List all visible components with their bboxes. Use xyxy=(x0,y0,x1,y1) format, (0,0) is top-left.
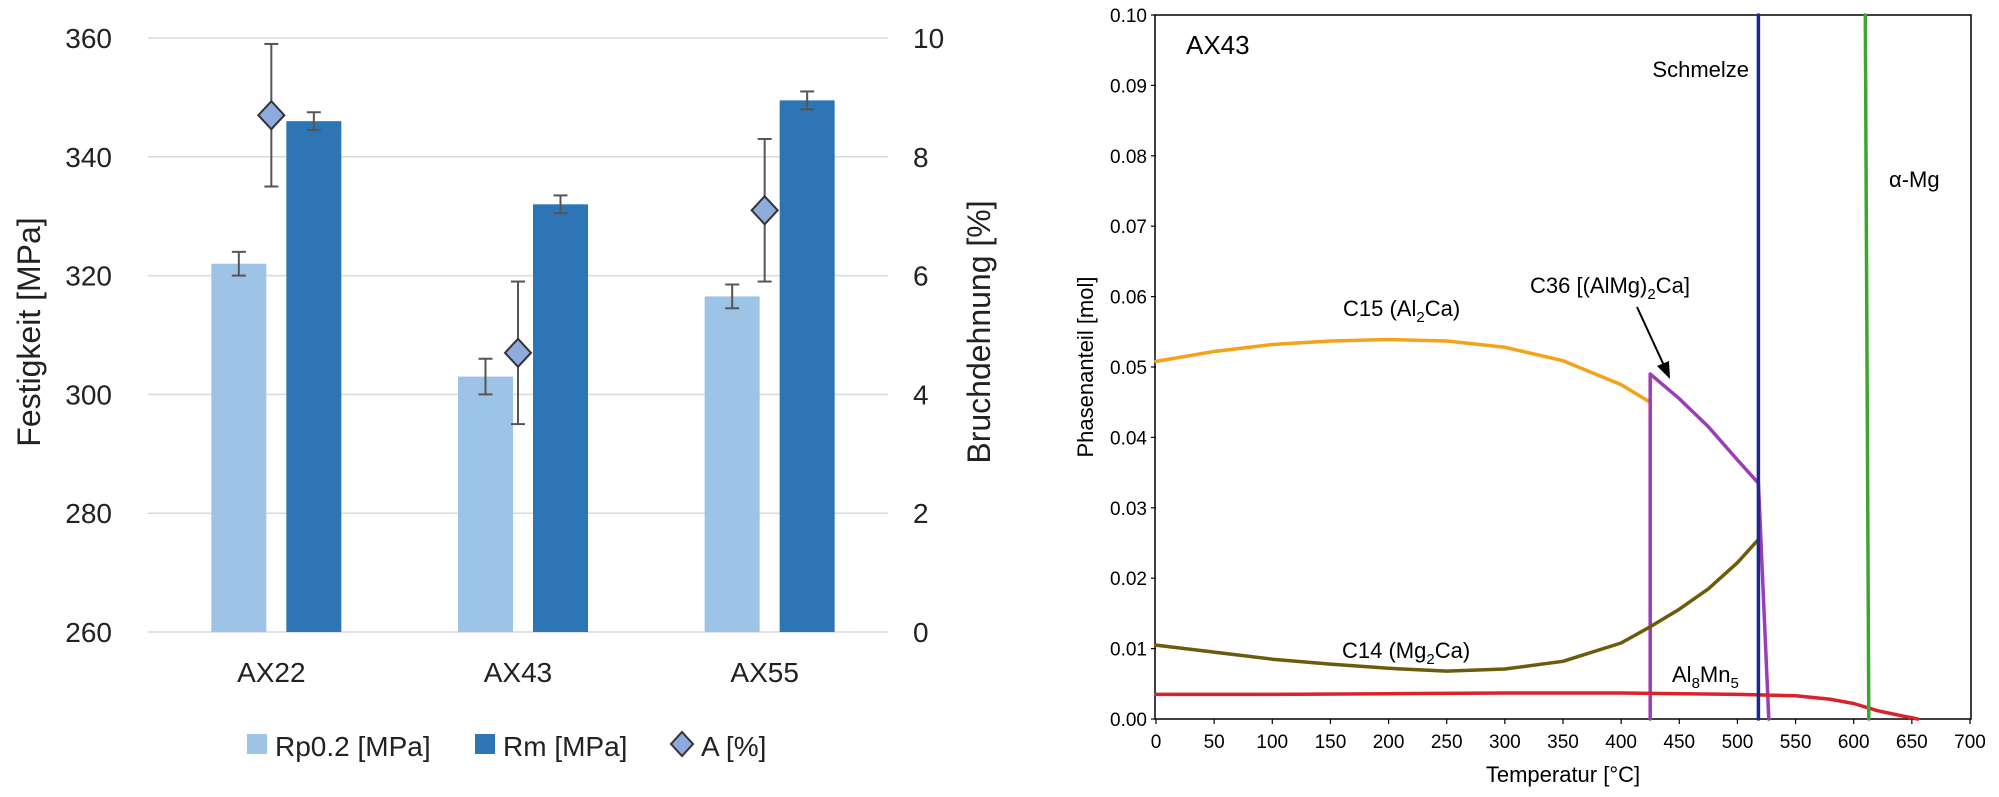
left-y-tick-label: 280 xyxy=(65,498,112,529)
label-alpha-mg: α-Mg xyxy=(1889,167,1940,192)
right-phase-curves xyxy=(1154,13,1920,721)
right-y-tick-label: 0.08 xyxy=(1110,147,1147,168)
right-y-tick-label: 0.05 xyxy=(1110,358,1147,379)
right-x-tick-label: 50 xyxy=(1204,732,1225,753)
right-y-tick-label: 0.03 xyxy=(1110,499,1147,520)
right-x-tick-label: 100 xyxy=(1256,732,1288,753)
left-y-tick-labels: 260 280 300 320 340 360 xyxy=(65,23,112,648)
right-x-tick-label: 700 xyxy=(1954,732,1986,753)
right-x-axis-title: Temperatur [°C] xyxy=(1486,762,1640,787)
left-y-tick-label: 260 xyxy=(65,617,112,648)
left-markers xyxy=(256,99,780,369)
label-c14-main: C14 (Mg xyxy=(1342,638,1426,663)
right-x-tick-labels: 0 50 100 150 200 250 300 350 400 450 500 550 600 650 7… xyxy=(1151,732,1986,753)
left-bar-rm xyxy=(779,100,835,633)
label-c14-sub: 2 xyxy=(1426,651,1434,668)
label-c15-main: C15 (Al xyxy=(1343,296,1416,321)
label-al8mn5-s1: 8 xyxy=(1692,675,1700,692)
right-x-tick-label: 200 xyxy=(1373,732,1405,753)
label-c36: C36 [(AlMg)2Ca] xyxy=(1530,273,1690,303)
legend-swatch-rp02 xyxy=(247,734,267,754)
left-y2-axis-title: Bruchdehnung [%] xyxy=(961,200,997,463)
right-y-tick-label: 0.00 xyxy=(1110,710,1147,731)
left-bar-rp02 xyxy=(704,296,760,632)
left-y2-tick-label: 2 xyxy=(913,498,929,529)
left-bar-rp02 xyxy=(458,376,513,632)
right-x-tick-label: 300 xyxy=(1489,732,1521,753)
left-bar-rm xyxy=(533,204,588,632)
legend-label-rp02: Rp0.2 [MPa] xyxy=(275,731,431,762)
right-y-axis-title: Phasenanteil [mol] xyxy=(1073,277,1098,458)
label-c14-end: Ca) xyxy=(1435,638,1470,663)
label-c36-sub: 2 xyxy=(1647,286,1655,303)
left-y-tick-label: 320 xyxy=(65,261,112,292)
right-x-tick-label: 450 xyxy=(1663,732,1695,753)
left-category-label: AX55 xyxy=(730,657,799,688)
right-y-tick-label: 0.09 xyxy=(1110,76,1147,97)
label-schmelze: Schmelze xyxy=(1652,57,1749,82)
curve-alpha-mg xyxy=(1863,13,1871,721)
left-y-axis-title: Festigkeit [MPa] xyxy=(11,217,47,446)
right-y-tick-label: 0.04 xyxy=(1110,428,1147,449)
right-y-tick-label: 0.02 xyxy=(1110,569,1147,590)
right-x-tick-label: 350 xyxy=(1547,732,1579,753)
label-al8mn5-a: Al xyxy=(1672,662,1692,687)
label-al8mn5-s2: 5 xyxy=(1730,675,1738,692)
label-c15-sub: 2 xyxy=(1416,309,1424,326)
label-c14: C14 (Mg2Ca) xyxy=(1342,638,1470,668)
right-x-tick-label: 250 xyxy=(1431,732,1463,753)
left-bar-rm xyxy=(286,121,342,632)
left-y2-tick-label: 8 xyxy=(913,142,929,173)
right-y-tick-label: 0.06 xyxy=(1110,288,1147,309)
right-x-tick-label: 400 xyxy=(1605,732,1637,753)
left-legend: Rp0.2 [MPa] Rm [MPa] A [%] xyxy=(247,730,766,762)
label-c36-main: C36 [(AlMg) xyxy=(1530,273,1647,298)
curve-al8mn5 xyxy=(1154,691,1920,721)
legend-label-rm: Rm [MPa] xyxy=(503,731,627,762)
left-category-label: AX22 xyxy=(237,657,306,688)
curve-c14 xyxy=(1154,537,1761,673)
left-category-label: AX43 xyxy=(484,657,553,688)
phase-fraction-chart: 0 50 100 150 200 250 300 350 400 450 500 550 600 650 7… xyxy=(1073,6,1986,787)
right-y-tick-label: 0.07 xyxy=(1110,217,1147,238)
label-c15: C15 (Al2Ca) xyxy=(1343,296,1460,326)
left-y2-tick-labels: 0 2 4 6 8 10 xyxy=(913,23,944,648)
legend-swatch-rm xyxy=(475,734,495,754)
right-x-tick-label: 600 xyxy=(1838,732,1870,753)
right-tick-marks xyxy=(1151,14,1971,724)
right-x-tick-label: 0 xyxy=(1151,732,1162,753)
legend-label-a: A [%] xyxy=(701,731,766,762)
left-bar-rp02 xyxy=(211,263,267,632)
left-y-tick-label: 340 xyxy=(65,142,112,173)
left-category-labels: AX22 AX43 AX55 xyxy=(237,657,799,688)
left-y-tick-label: 360 xyxy=(65,23,112,54)
label-al8mn5-b: Mn xyxy=(1700,662,1731,687)
c36-arrow xyxy=(1636,306,1670,379)
label-c36-end: Ca] xyxy=(1656,273,1690,298)
alloy-label-ax43: AX43 xyxy=(1186,30,1250,60)
left-y-tick-label: 300 xyxy=(65,379,112,410)
curve-c15 xyxy=(1154,337,1652,404)
left-bars xyxy=(211,100,835,633)
right-y-tick-labels: 0.00 0.01 0.02 0.03 0.04 0.05 0.06 0.07 0.08 0.09… xyxy=(1110,6,1147,731)
left-a-diamond-marker xyxy=(750,194,780,226)
left-y2-tick-label: 4 xyxy=(913,379,929,410)
legend-swatch-a-diamond xyxy=(669,730,695,758)
left-y2-tick-label: 6 xyxy=(913,261,929,292)
left-y2-tick-label: 0 xyxy=(913,617,929,648)
left-y2-tick-label: 10 xyxy=(913,23,944,54)
right-y-tick-label: 0.10 xyxy=(1110,6,1147,27)
left-a-diamond-marker xyxy=(256,99,286,131)
right-y-tick-label: 0.01 xyxy=(1110,640,1147,661)
label-al8mn5: Al8Mn5 xyxy=(1672,662,1739,692)
left-a-diamond-marker xyxy=(503,337,533,369)
right-x-tick-label: 500 xyxy=(1722,732,1754,753)
right-x-tick-label: 150 xyxy=(1315,732,1347,753)
label-c15-end: Ca) xyxy=(1425,296,1460,321)
right-x-tick-label: 650 xyxy=(1896,732,1928,753)
right-x-tick-label: 550 xyxy=(1780,732,1812,753)
right-plot-frame xyxy=(1154,14,1972,720)
